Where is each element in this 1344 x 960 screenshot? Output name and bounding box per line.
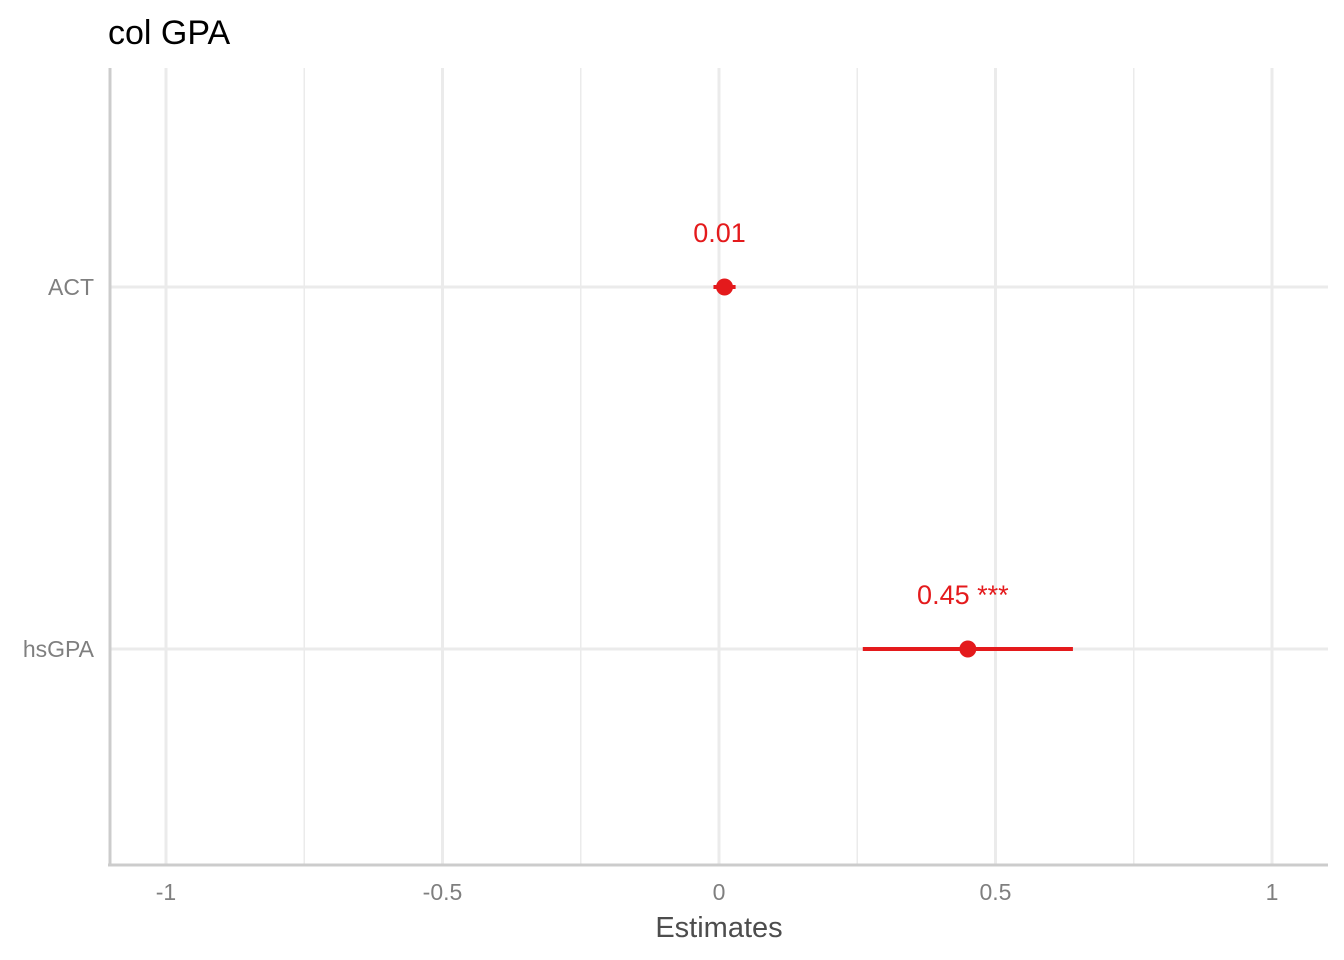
x-tick-label: 0 [713,879,726,905]
estimate-point [716,278,734,296]
x-tick-label: -0.5 [423,879,463,905]
x-tick-label: 1 [1266,879,1279,905]
y-tick-labels: ACT hsGPA [23,274,95,662]
y-tick-label: ACT [48,274,94,300]
estimate-label: 0.01 [693,218,746,248]
y-tick-label: hsGPA [23,636,95,662]
grid-lines [110,68,1328,865]
x-tick-label: -1 [156,879,176,905]
estimate-point [959,640,977,658]
estimate-marks: 0.01 0.45 *** [693,218,1073,658]
estimate-label: 0.45 *** [917,580,1009,610]
x-tick-label: 0.5 [980,879,1012,905]
x-tick-labels: -1 -0.5 0 0.5 1 [156,879,1279,905]
x-axis-label: Estimates [655,912,782,944]
chart-title: col GPA [108,14,231,52]
